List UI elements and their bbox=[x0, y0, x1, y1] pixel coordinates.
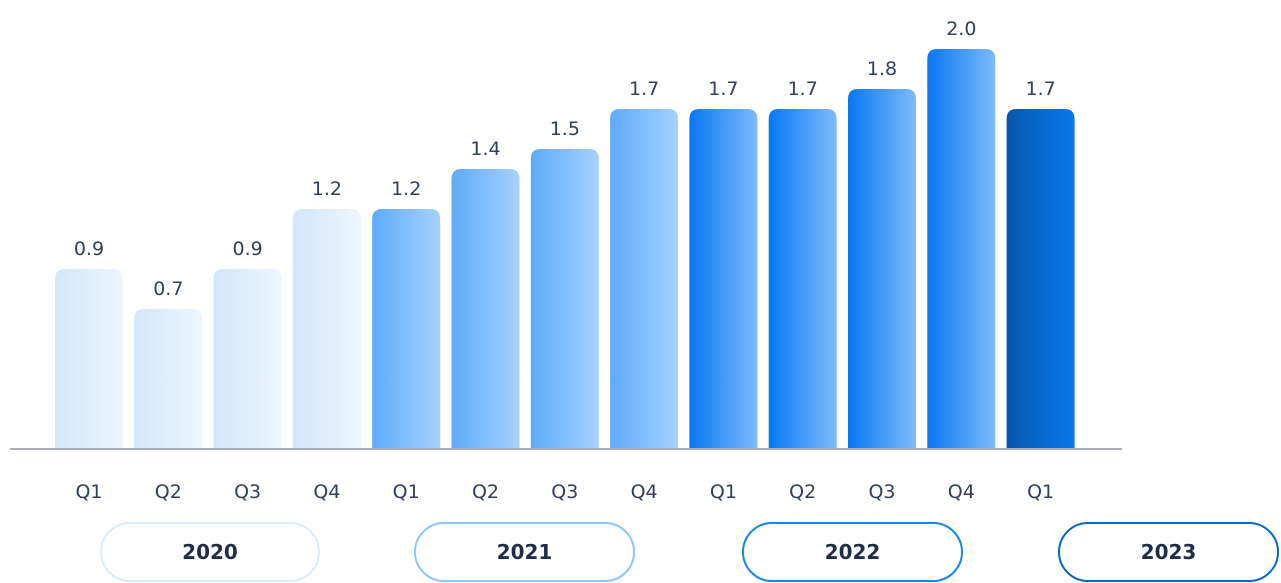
value-label: 1.5 bbox=[550, 118, 580, 140]
value-label: 1.7 bbox=[1025, 78, 1055, 100]
quarter-labels-group: Q1 Q2 Q3 Q4 Q1 Q2 Q3 Q4 Q1 Q2 Q3 Q4 Q1 bbox=[75, 481, 1054, 503]
bar-2021-q1 bbox=[372, 209, 441, 449]
value-label: 1.2 bbox=[391, 178, 421, 200]
bar-2020-q3 bbox=[213, 269, 282, 449]
value-label: 1.7 bbox=[629, 78, 659, 100]
quarter-label: Q4 bbox=[631, 481, 658, 503]
bar-2022-q4 bbox=[927, 49, 996, 449]
quarter-label: Q3 bbox=[234, 481, 261, 503]
value-label: 1.8 bbox=[867, 58, 897, 80]
year-pill-2020: 2020 bbox=[100, 522, 320, 582]
quarter-label: Q3 bbox=[551, 481, 578, 503]
quarter-label: Q2 bbox=[789, 481, 816, 503]
quarter-label: Q1 bbox=[75, 481, 102, 503]
quarter-label: Q1 bbox=[1027, 481, 1054, 503]
value-label: 2.0 bbox=[946, 18, 976, 40]
bar-2021-q2 bbox=[451, 169, 520, 449]
quarter-label: Q4 bbox=[313, 481, 340, 503]
bar-2021-q4 bbox=[610, 109, 679, 449]
quarter-label: Q1 bbox=[393, 481, 420, 503]
quarter-label: Q2 bbox=[472, 481, 499, 503]
quarter-label: Q4 bbox=[948, 481, 975, 503]
bar-2022-q1 bbox=[689, 109, 758, 449]
bars-group bbox=[55, 49, 1075, 449]
bar-2022-q3 bbox=[848, 89, 916, 449]
quarter-label: Q3 bbox=[868, 481, 895, 503]
quarter-label: Q2 bbox=[155, 481, 182, 503]
year-pill-2022: 2022 bbox=[742, 522, 963, 582]
value-label: 1.7 bbox=[788, 78, 818, 100]
value-label: 0.7 bbox=[153, 278, 183, 300]
value-label: 0.9 bbox=[74, 238, 104, 260]
value-label: 1.4 bbox=[470, 138, 500, 160]
bar-2022-q2 bbox=[768, 109, 837, 449]
year-pill-2021: 2021 bbox=[414, 522, 635, 582]
value-label: 1.7 bbox=[708, 78, 738, 100]
bar-2020-q2 bbox=[134, 309, 203, 449]
bar-2021-q3 bbox=[530, 149, 599, 449]
bar-2023-q1 bbox=[1006, 109, 1075, 449]
value-label: 0.9 bbox=[232, 238, 262, 260]
quarter-label: Q1 bbox=[710, 481, 737, 503]
bar-2020-q1 bbox=[55, 269, 123, 449]
value-label: 1.2 bbox=[312, 178, 342, 200]
bar-2020-q4 bbox=[292, 209, 361, 449]
value-labels-group: 0.9 0.7 0.9 1.2 1.2 1.4 1.5 1.7 1.7 1.7 1.8 2.0 1.7 bbox=[74, 18, 1056, 300]
year-pill-2023: 2023 bbox=[1058, 522, 1279, 582]
bar-chart: 0.90.70.91.2 1.21.41.51.7 1.7 1.71.82.01.7 … bbox=[10, 18, 1122, 503]
